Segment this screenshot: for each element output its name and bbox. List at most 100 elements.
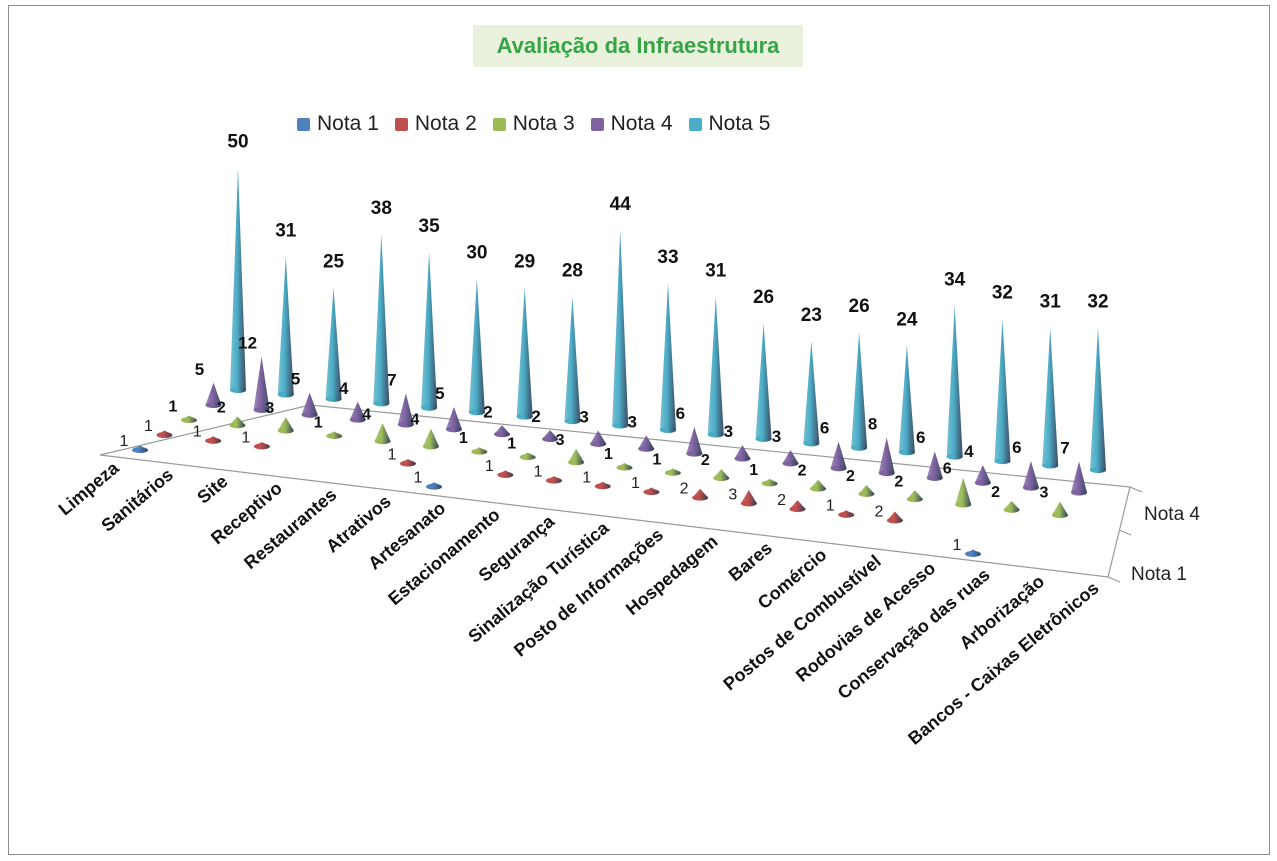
data-label-nota4-10: 6 xyxy=(676,404,685,423)
data-label-nota5-14: 24 xyxy=(896,309,918,330)
cone-nota5-8 xyxy=(612,229,629,429)
data-label-nota5-6: 29 xyxy=(514,252,535,273)
data-label-nota4-17: 6 xyxy=(1012,438,1021,457)
cone-nota2-15 xyxy=(886,511,903,524)
cone-nota2-11 xyxy=(692,488,709,501)
cone-nota3-8 xyxy=(568,448,585,466)
data-label-nota4-6: 2 xyxy=(483,402,492,421)
data-label-nota5-12: 23 xyxy=(801,305,822,326)
legend-item-3: Nota 3 xyxy=(492,112,575,136)
data-label-nota5-11: 26 xyxy=(753,287,774,308)
data-label-nota4-9: 3 xyxy=(628,412,637,431)
cone-nota5-18 xyxy=(1090,327,1106,473)
data-label-nota3-0: 1 xyxy=(169,399,178,416)
cone-nota5-7 xyxy=(564,296,581,425)
data-label-nota3-10: 1 xyxy=(652,451,661,468)
data-label-nota2-9: 1 xyxy=(582,469,591,486)
cone-nota5-15 xyxy=(946,305,963,460)
legend-label-4: Nota 4 xyxy=(610,112,673,135)
data-label-nota3-3: 1 xyxy=(314,414,323,431)
data-label-nota3-15: 2 xyxy=(894,473,903,490)
legend-swatch-4 xyxy=(590,117,604,131)
cone-nota3-11 xyxy=(713,469,730,482)
data-label-nota5-8: 44 xyxy=(610,194,632,215)
data-label-nota4-7: 2 xyxy=(531,407,540,426)
cone-nota2-12 xyxy=(740,489,757,507)
data-label-nota3-4: 4 xyxy=(362,406,371,423)
cone-nota4-18 xyxy=(1071,461,1087,496)
legend-item-2: Nota 2 xyxy=(394,112,477,136)
data-label-nota3-16: 6 xyxy=(943,461,952,478)
cone-nota2-13 xyxy=(789,500,806,513)
cone-nota4-6 xyxy=(494,425,510,438)
cone-nota4-7 xyxy=(542,430,559,443)
data-label-nota2-12: 3 xyxy=(728,486,737,503)
legend-label-2: Nota 2 xyxy=(414,112,477,135)
data-label-nota1-17: 1 xyxy=(953,537,962,554)
legend-swatch-5 xyxy=(688,117,702,131)
cone-nota3-2 xyxy=(277,417,294,434)
data-label-nota2-0: 1 xyxy=(144,418,153,435)
depth-axis-tick-0 xyxy=(1107,576,1121,583)
data-label-nota4-13: 6 xyxy=(820,418,829,437)
cone-nota4-16 xyxy=(974,464,991,486)
cone-nota2-14 xyxy=(838,510,855,518)
data-label-nota5-1: 31 xyxy=(275,220,297,241)
cone-nota5-14 xyxy=(898,345,915,456)
cone-nota5-17 xyxy=(1042,327,1059,469)
chart-title: Avaliação da Infraestrutura xyxy=(496,33,780,58)
data-label-nota4-16: 4 xyxy=(964,442,974,461)
data-label-nota5-3: 38 xyxy=(371,198,392,219)
legend-item-1: Nota 1 xyxy=(297,112,379,136)
cone-nota5-12 xyxy=(803,340,820,447)
cone-nota4-9 xyxy=(638,435,655,452)
cone-nota1-6 xyxy=(426,482,442,490)
data-label-nota4-2: 5 xyxy=(291,369,300,388)
cone-nota5-10 xyxy=(707,296,724,438)
data-label-nota1-6: 1 xyxy=(414,470,423,487)
cone-nota3-0 xyxy=(181,415,197,423)
cone-nota5-1 xyxy=(277,256,294,398)
data-label-nota4-8: 3 xyxy=(579,408,588,427)
legend-swatch-3 xyxy=(492,117,506,131)
cone-nota4-5 xyxy=(445,407,462,433)
cone-nota3-1 xyxy=(229,416,246,429)
cone-nota3-7 xyxy=(519,452,536,460)
data-label-nota2-10: 1 xyxy=(631,475,640,492)
legend-item-4: Nota 4 xyxy=(590,112,673,136)
cone-nota2-8 xyxy=(546,476,563,484)
cone-nota1-0 xyxy=(132,445,148,453)
cone-nota5-13 xyxy=(851,332,868,451)
data-label-nota5-5: 30 xyxy=(466,243,487,264)
data-label-nota3-2: 3 xyxy=(265,400,274,417)
cone-nota5-11 xyxy=(755,323,772,442)
cone-nota3-3 xyxy=(326,431,343,439)
data-label-nota5-4: 35 xyxy=(419,216,441,237)
cone-nota5-6 xyxy=(516,287,533,420)
cone-nota3-12 xyxy=(761,478,778,487)
cone-nota3-10 xyxy=(664,468,681,476)
cone-nota4-0 xyxy=(205,382,222,408)
data-label-nota3-5: 4 xyxy=(410,412,419,429)
data-label-nota4-14: 8 xyxy=(868,414,877,433)
data-label-nota5-17: 31 xyxy=(1040,292,1062,313)
cone-nota5-5 xyxy=(468,278,485,416)
data-label-nota2-13: 2 xyxy=(777,492,786,509)
legend-label-1: Nota 1 xyxy=(317,112,379,135)
data-label-nota5-7: 28 xyxy=(562,261,583,282)
data-label-nota2-7: 1 xyxy=(485,458,494,475)
data-label-nota4-3: 4 xyxy=(339,379,349,398)
cone-nota5-9 xyxy=(660,283,676,433)
cone-nota3-6 xyxy=(471,447,488,455)
data-label-nota3-8: 3 xyxy=(556,432,565,449)
data-label-nota3-11: 2 xyxy=(701,452,710,469)
cone-nota4-10 xyxy=(686,426,703,457)
data-label-nota2-8: 1 xyxy=(534,464,543,481)
cone-nota2-1 xyxy=(205,436,222,444)
cone-nota3-14 xyxy=(858,484,875,497)
cone-nota3-17 xyxy=(1003,500,1020,513)
data-label-nota5-13: 26 xyxy=(849,296,870,317)
cone-nota3-16 xyxy=(955,477,972,508)
cone-nota2-7 xyxy=(497,470,514,478)
